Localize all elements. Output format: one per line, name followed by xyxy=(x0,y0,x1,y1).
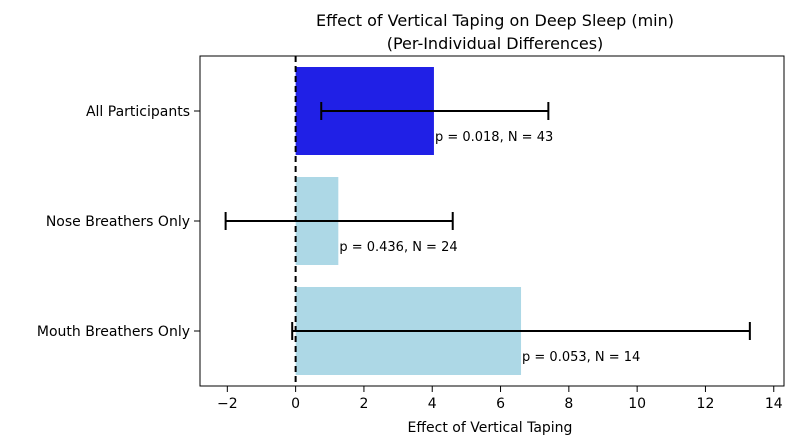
x-tick-label-7: 10 xyxy=(628,396,646,412)
y-tick-label-3: Mouth Breathers Only xyxy=(37,324,190,340)
y-tick-label-2: Nose Breathers Only xyxy=(46,214,190,230)
chart-title: Effect of Vertical Taping on Deep Sleep … xyxy=(316,11,674,30)
bar-annotation-3: p = 0.053, N = 14 xyxy=(522,350,640,365)
x-tick-label-4: 4 xyxy=(428,396,437,412)
x-tick-label-2: 0 xyxy=(291,396,300,412)
y-tick-label-1: All Participants xyxy=(86,104,190,120)
x-tick-label-6: 8 xyxy=(564,396,573,412)
bar-annotation-1: p = 0.018, N = 43 xyxy=(435,130,553,145)
x-tick-label-1: −2 xyxy=(217,396,238,412)
plot-area: p = 0.018, N = 43 All Participants p = 0.4… xyxy=(37,55,785,412)
plot-frame xyxy=(199,55,785,387)
x-tick-label-3: 2 xyxy=(359,396,368,412)
x-tick-label-8: 12 xyxy=(697,396,715,412)
bar-annotation-2: p = 0.436, N = 24 xyxy=(339,240,457,255)
chart-subtitle: (Per-Individual Differences) xyxy=(387,34,604,53)
x-tick-label-9: 14 xyxy=(765,396,783,412)
x-axis-label: Effect of Vertical Taping xyxy=(408,420,573,436)
x-tick-label-5: 6 xyxy=(496,396,505,412)
